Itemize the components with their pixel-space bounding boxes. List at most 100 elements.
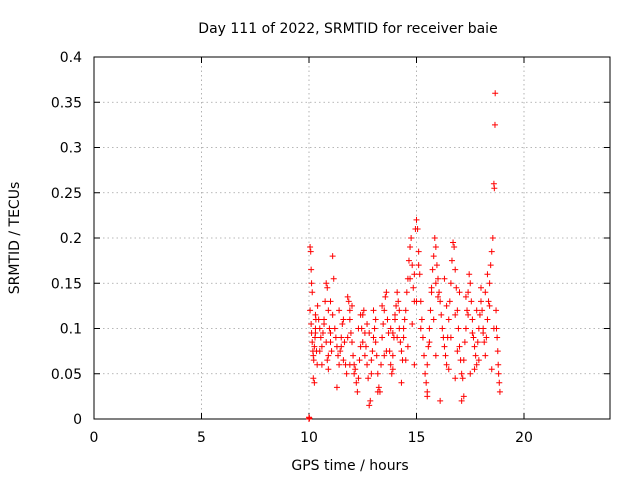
data-point [359, 339, 366, 346]
data-point [490, 325, 497, 332]
data-point [307, 244, 314, 251]
data-point [461, 339, 468, 346]
data-point [479, 307, 486, 314]
data-point [450, 239, 457, 246]
data-point [366, 330, 373, 337]
data-point [470, 334, 477, 341]
data-point [471, 366, 478, 373]
y-tick-label: 0.15 [51, 276, 82, 292]
data-point [443, 361, 450, 368]
data-point [381, 307, 388, 314]
data-point [309, 339, 316, 346]
data-point [333, 384, 340, 391]
data-point [361, 352, 368, 359]
data-point [312, 311, 319, 318]
data-point [413, 216, 420, 223]
data-point [427, 307, 434, 314]
data-point [349, 339, 355, 346]
data-point [486, 302, 493, 309]
x-tick-labels: 0 5 10 15 20 [90, 430, 533, 446]
data-point [394, 289, 401, 296]
data-point [460, 357, 467, 364]
data-point [405, 257, 412, 264]
data-point [487, 262, 494, 269]
data-point [306, 415, 313, 422]
data-point [346, 307, 353, 314]
data-point [410, 284, 417, 291]
data-point [328, 348, 335, 355]
data-point [338, 334, 345, 341]
data-point [495, 361, 502, 368]
data-point [343, 370, 350, 377]
data-point [482, 289, 489, 296]
data-point [469, 316, 476, 323]
data-point [318, 343, 325, 350]
data-point [426, 339, 433, 346]
data-point [387, 361, 394, 368]
data-point [307, 248, 314, 255]
data-point [393, 302, 400, 309]
data-point [335, 352, 342, 359]
data-point [415, 262, 422, 269]
data-point [458, 370, 465, 377]
data-point [327, 298, 334, 305]
data-point [396, 307, 403, 314]
data-point [355, 325, 362, 332]
data-point [330, 275, 337, 282]
x-axis-label: GPS time / hours [291, 458, 408, 474]
data-point [364, 361, 371, 368]
data-point [411, 271, 418, 278]
data-point [400, 334, 407, 341]
data-point [414, 225, 421, 232]
data-point [354, 388, 361, 395]
data-point [442, 352, 449, 359]
data-point [478, 284, 484, 291]
x-tick-label: 10 [300, 430, 318, 446]
x-tick-label: 20 [515, 430, 533, 446]
data-points [306, 90, 503, 422]
y-tick-label: 0.35 [51, 95, 82, 111]
data-point [422, 370, 429, 377]
x-tick-label: 0 [90, 430, 99, 446]
data-point [383, 348, 390, 355]
data-point [387, 325, 394, 332]
data-point [488, 366, 495, 373]
data-point [456, 289, 463, 296]
data-point [435, 293, 441, 300]
data-point [366, 402, 373, 409]
data-point [371, 325, 378, 332]
data-point [307, 307, 314, 314]
data-point [485, 298, 492, 305]
data-point [415, 248, 422, 255]
data-point [351, 370, 358, 377]
data-point [458, 397, 465, 404]
data-point [392, 311, 398, 318]
data-point [492, 90, 499, 97]
data-point [465, 289, 472, 296]
data-point [459, 375, 466, 382]
data-point [331, 325, 338, 332]
data-point [372, 316, 379, 323]
data-point [378, 361, 385, 368]
data-point [370, 307, 377, 314]
y-tick-labels: 0 0.05 0.1 0.15 0.2 0.25 0.3 0.35 0.4 [51, 50, 82, 428]
data-point [473, 361, 480, 368]
x-tick-label: 5 [197, 430, 206, 446]
data-point [428, 284, 435, 291]
data-point [389, 330, 396, 337]
y-tick-label: 0.4 [60, 50, 82, 66]
data-point [441, 343, 448, 350]
data-point [466, 271, 473, 278]
data-point [424, 361, 431, 368]
data-point [404, 343, 411, 350]
data-point [389, 352, 396, 359]
data-point [318, 361, 325, 368]
data-point [456, 343, 463, 350]
data-point [345, 298, 352, 305]
data-point [380, 320, 387, 327]
data-point [467, 370, 474, 377]
data-point [431, 235, 438, 241]
data-point [374, 370, 381, 377]
data-point [472, 352, 479, 359]
